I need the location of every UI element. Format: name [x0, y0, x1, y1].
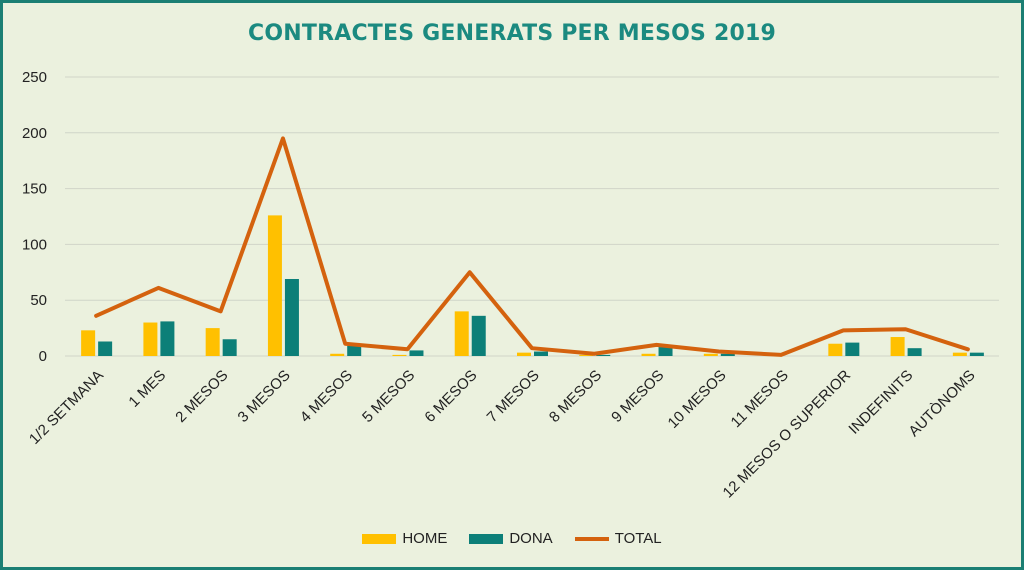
legend-label-total: TOTAL: [614, 530, 662, 547]
bar-home: [330, 353, 345, 356]
y-tick-label: 50: [30, 292, 47, 309]
plot-area: 0 50 100 150 200 250 1/2 SETMANA 1 MES 2 MESOS 3…: [22, 69, 999, 502]
bar-home: [828, 343, 843, 356]
bar-dona: [98, 341, 113, 356]
y-tick-label: 100: [22, 236, 47, 253]
bar-home: [703, 353, 718, 356]
bar-dona: [471, 315, 486, 356]
y-tick-label: 200: [22, 125, 47, 142]
bar-home: [890, 337, 905, 356]
x-tick-label: 9 MESOS: [608, 367, 667, 426]
bar-dona: [969, 352, 984, 356]
y-tick-label: 150: [22, 181, 47, 198]
y-tick-label: 250: [22, 69, 47, 86]
bar-dona: [720, 353, 735, 356]
x-tick-label: 10 MESOS: [665, 367, 730, 432]
bar-home: [454, 311, 469, 356]
bar-dona: [845, 342, 860, 356]
bar-home: [579, 354, 594, 356]
x-tick-label: 8 MESOS: [546, 367, 605, 426]
bar-home: [641, 353, 656, 356]
bar-dona: [160, 321, 175, 356]
chart-title: CONTRACTES GENERATS PER MESOS 2019: [248, 21, 776, 46]
y-tick-label: 0: [39, 348, 47, 365]
x-tick-label: 11 MESOS: [728, 367, 792, 431]
bar-home: [517, 352, 531, 356]
legend-swatch-home: [362, 533, 397, 544]
x-tick-label: 1 MES: [125, 367, 169, 411]
x-tick-label: 12 MESOS O SUPERIOR: [720, 367, 855, 502]
bar-home: [952, 352, 967, 356]
x-tick-label: 2 MESOS: [172, 367, 231, 426]
legend-label-dona: DONA: [509, 530, 553, 547]
legend-item-dona: DONA: [469, 530, 553, 547]
bar-home: [143, 322, 158, 356]
x-tick-label: AUTÒNOMS: [905, 367, 978, 440]
legend-item-home: HOME: [362, 530, 447, 547]
bar-dona: [409, 350, 424, 356]
bar-dona: [658, 347, 673, 356]
legend-swatch-total: [574, 536, 609, 541]
x-tick-label: 6 MESOS: [421, 367, 480, 426]
legend-item-total: TOTAL: [574, 530, 662, 547]
bar-home: [81, 330, 96, 356]
legend-label-home: HOME: [402, 530, 448, 547]
bar-home: [267, 215, 282, 356]
bar-dona: [907, 348, 922, 356]
bar-home: [205, 328, 220, 356]
legend: HOME DONA TOTAL: [3, 530, 1021, 547]
bar-dona: [347, 345, 362, 356]
bar-dona: [534, 351, 548, 356]
x-tick-label: 5 MESOS: [359, 367, 418, 426]
bar-home: [392, 354, 407, 356]
x-tick-label: 4 MESOS: [297, 367, 356, 426]
x-tick-label: 7 MESOS: [484, 367, 543, 426]
legend-swatch-dona: [469, 533, 504, 544]
x-tick-label: 1/2 SETMANA: [26, 367, 107, 448]
bar-dona: [596, 354, 611, 356]
x-tick-label: 3 MESOS: [235, 367, 294, 426]
bar-dona: [284, 278, 299, 356]
series-line-total: [94, 136, 970, 357]
bar-dona: [222, 339, 237, 356]
